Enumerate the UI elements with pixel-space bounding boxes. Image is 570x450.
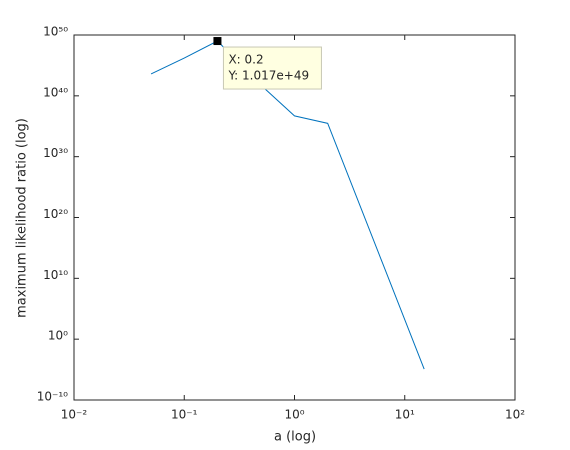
datatip-label: Y: 1.017e+49 [227,69,309,83]
y-axis-label: maximum likelihood ratio (log) [15,118,30,318]
x-tick-label: 10⁰ [284,408,304,422]
x-tick-label: 10¹ [395,408,415,422]
x-tick-label: 10⁻² [61,408,88,422]
datatip-box [222,46,322,90]
axes-box [73,34,516,401]
datatip-label: X: 0.2 [228,53,263,67]
x-axis-label: a (log) [274,430,316,445]
y-tick-label: 10⁰ [48,329,68,343]
y-tick-label: 10¹⁰ [43,268,68,282]
datatip-marker [213,37,222,46]
y-tick-label: 10⁴⁰ [43,85,68,99]
y-tick-label: 10²⁰ [43,207,68,221]
y-tick-label: 10⁵⁰ [43,25,68,39]
x-tick-label: 10² [505,408,525,422]
y-tick-label: 10³⁰ [43,146,68,160]
y-tick-label: 10⁻¹⁰ [37,390,68,404]
x-tick-label: 10⁻¹ [171,408,198,422]
